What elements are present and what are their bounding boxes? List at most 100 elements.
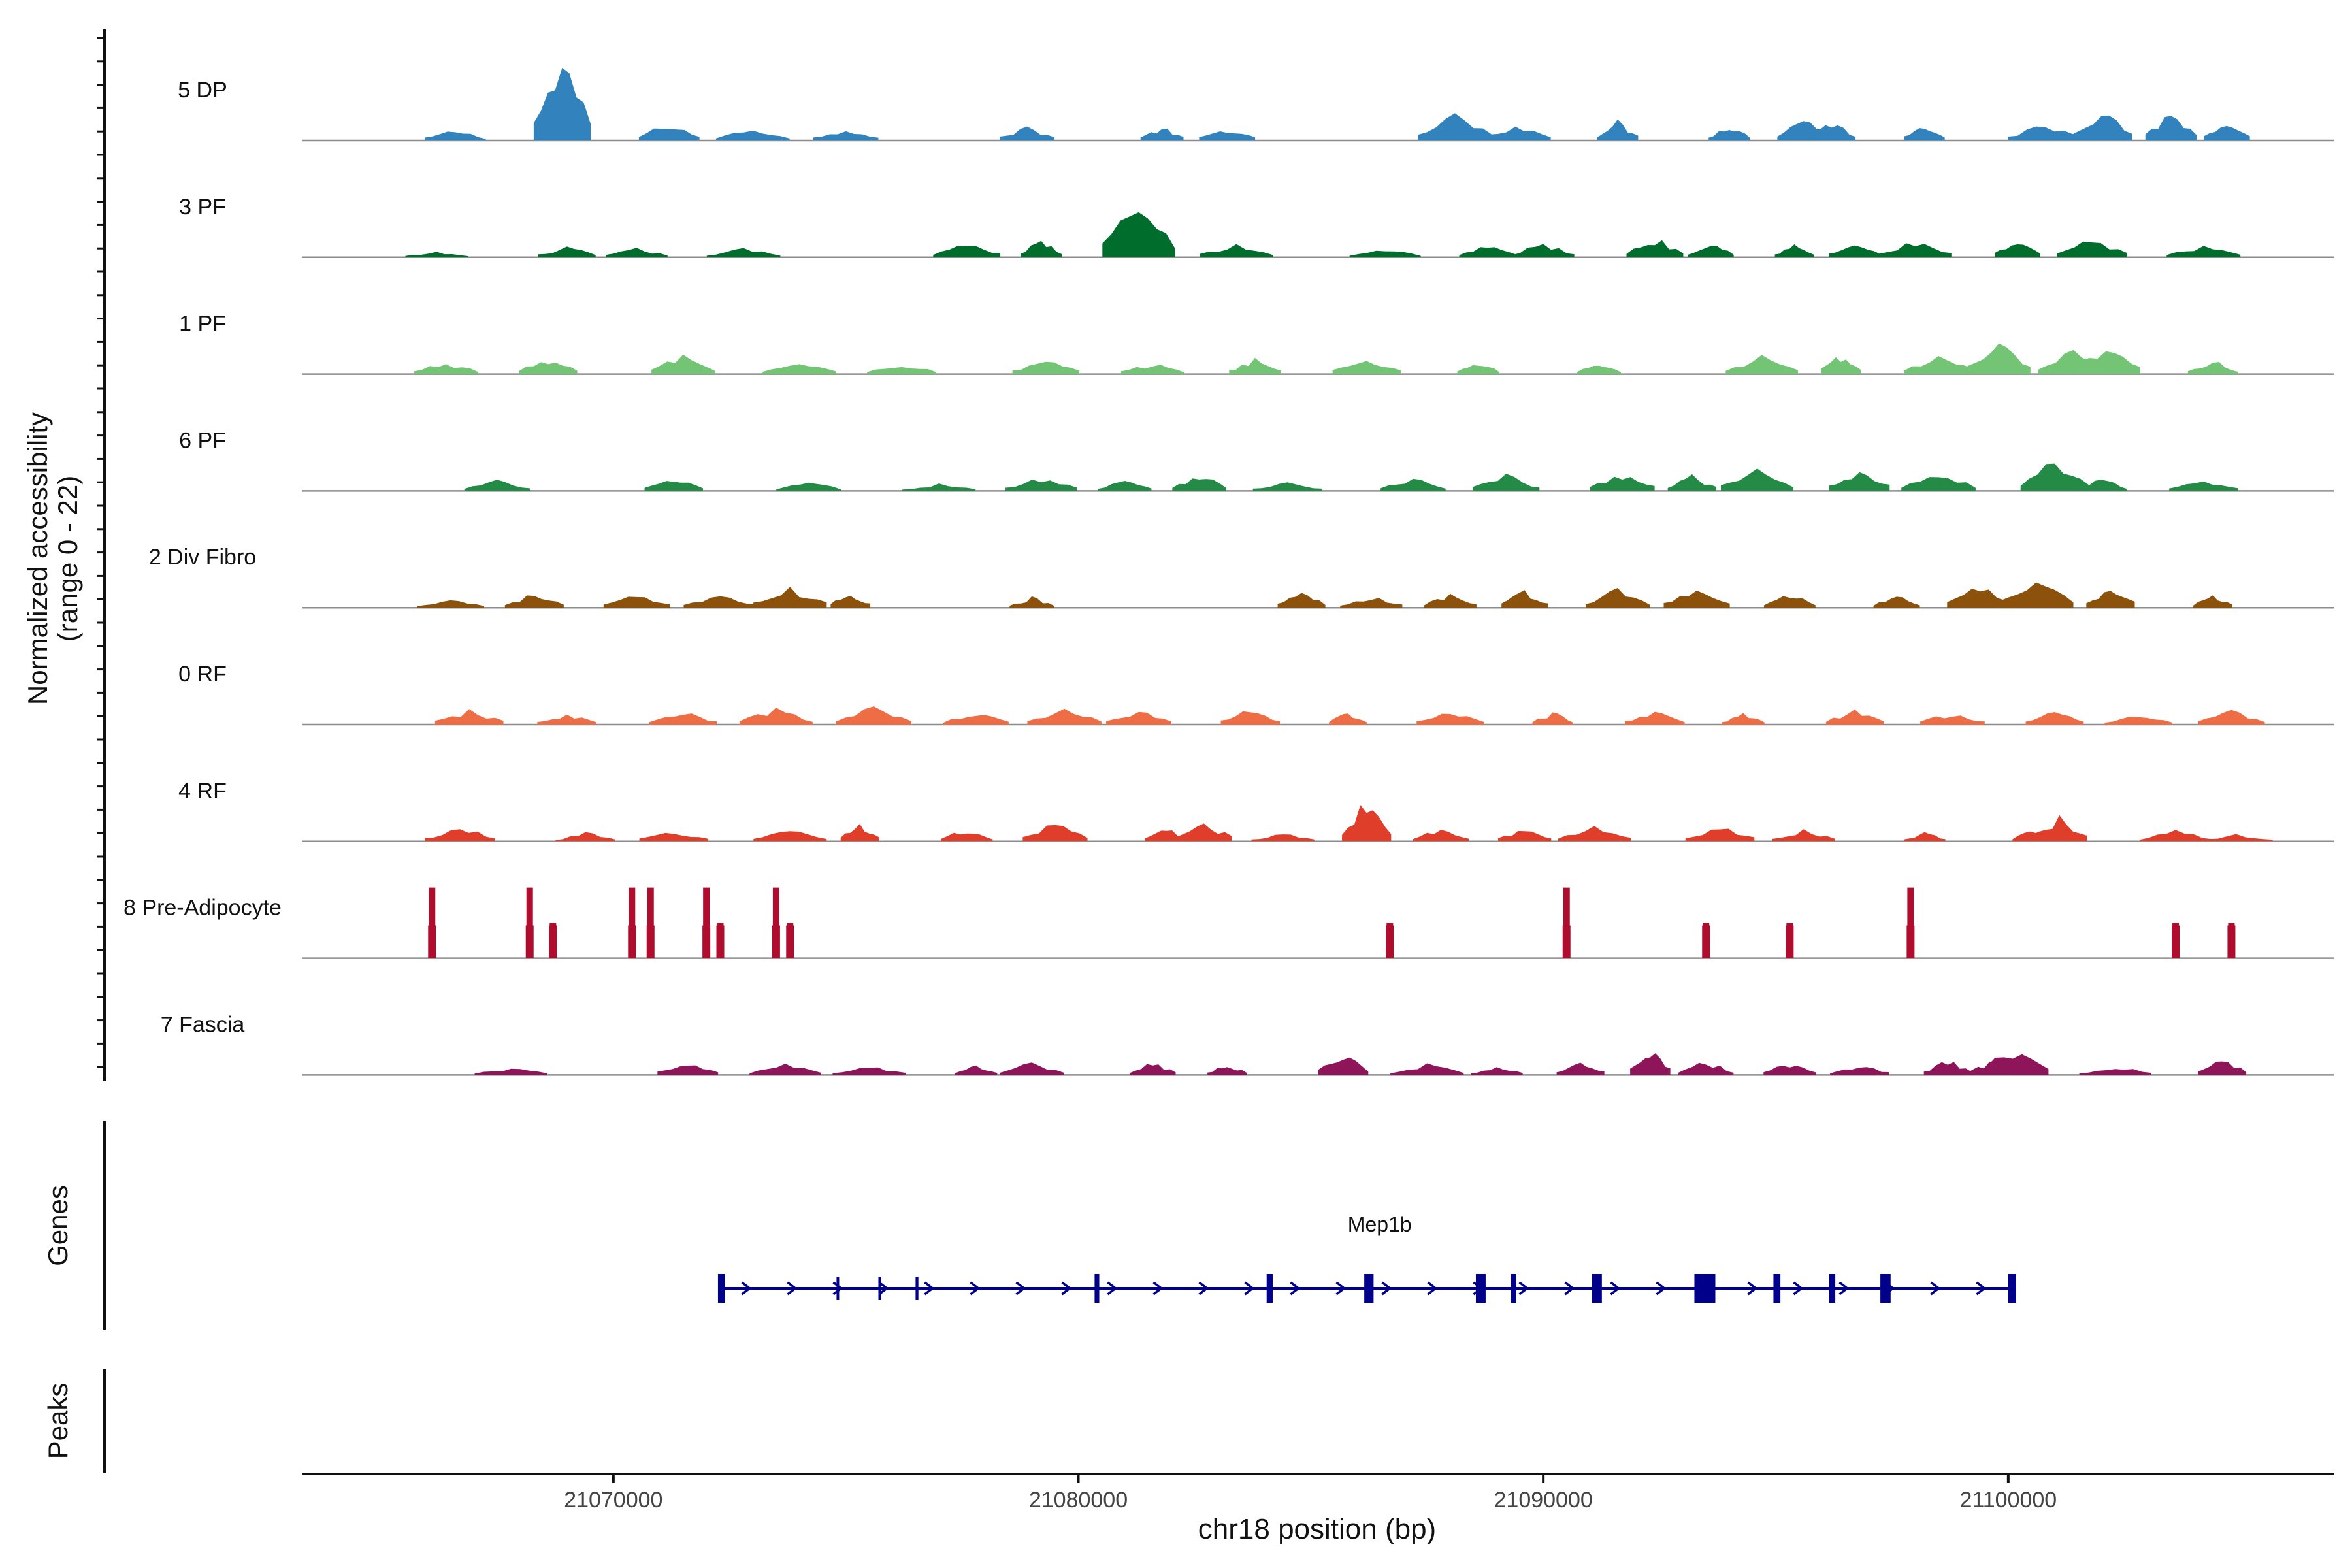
x-axis-title: chr18 position (bp): [1198, 1513, 1436, 1545]
gene-exon: [1773, 1274, 1781, 1303]
coverage-peak: [1772, 829, 1835, 841]
coverage-peak: [1873, 596, 1920, 608]
track-label: 7 Fascia: [161, 1012, 245, 1037]
coverage-peak: [537, 714, 596, 725]
coverage-peak: [1175, 823, 1232, 841]
strand-arrow: [878, 1281, 889, 1296]
coverage-peak: [1678, 1062, 1734, 1075]
coverage-peak: [1532, 712, 1573, 725]
coverage-peak: [504, 595, 564, 608]
strand-arrow: [1061, 1281, 1072, 1296]
coverage-peak: [715, 130, 790, 140]
coverage-peak: [1708, 130, 1750, 140]
coverage-peak: [1577, 365, 1621, 374]
coverage-peak: [1722, 713, 1765, 725]
strand-arrow: [1610, 1281, 1621, 1296]
coverage-peak: [703, 887, 710, 958]
strand-arrow: [1564, 1281, 1575, 1296]
coverage-peak: [2199, 834, 2273, 841]
track-label: 2 Div Fibro: [149, 545, 256, 570]
coverage-peak: [1172, 478, 1226, 491]
coverage-peak: [1022, 825, 1088, 841]
coverage-peak: [1556, 1062, 1605, 1075]
coverage-peak: [2072, 351, 2140, 374]
coverage-peak-base: [702, 925, 711, 958]
coverage-peak: [776, 482, 841, 491]
coverage-peak: [1480, 126, 1551, 140]
coverage-peak: [1098, 481, 1152, 491]
coverage-peak: [1424, 593, 1477, 608]
coverage-peak: [555, 832, 615, 841]
coverage-peak: [943, 715, 1009, 725]
coverage-peak: [2020, 463, 2089, 491]
strand-arrow: [1290, 1281, 1301, 1296]
peaks-panel-label: Peaks: [42, 1383, 73, 1460]
coverage-peak: [2079, 1069, 2151, 1075]
coverage-peak: [1630, 1053, 1671, 1075]
coverage-peak-base: [786, 925, 794, 958]
coverage-peak: [1413, 830, 1469, 841]
coverage-peak: [1829, 245, 1881, 257]
gene-exon: [1592, 1274, 1602, 1303]
strand-arrow: [1427, 1281, 1438, 1296]
strand-arrow: [1656, 1281, 1667, 1296]
track-label: 6 PF: [179, 428, 226, 453]
coverage-peak: [1967, 343, 2031, 374]
coverage-peak: [683, 596, 757, 608]
coverage-peak: [1725, 355, 1798, 374]
coverage-peak: [2057, 241, 2127, 257]
coverage-peak: [2086, 591, 2135, 608]
coverage-peak: [1879, 243, 1952, 257]
gene-exon: [2008, 1274, 2016, 1303]
coverage-peak: [1329, 713, 1367, 725]
coverage-peak: [753, 831, 827, 841]
coverage-peak: [651, 354, 715, 374]
coverage-peak-base: [1906, 925, 1915, 958]
coverage-peak: [1120, 365, 1184, 374]
coverage-peak: [1416, 713, 1484, 725]
gene-exon: [915, 1277, 919, 1300]
coverage-peak: [417, 600, 484, 608]
coverage-peak: [533, 67, 591, 140]
coverage-peak: [464, 480, 530, 491]
coverage-peak-base: [428, 925, 436, 958]
gene-track: Mep1b: [717, 1213, 2016, 1303]
track-label: 8 Pre-Adipocyte: [123, 896, 282, 921]
coverage-peak: [603, 596, 670, 608]
x-tick-label: 21080000: [1029, 1488, 1128, 1512]
coverage-peak: [647, 887, 654, 958]
coverage-peak: [1626, 240, 1684, 257]
coverage-peak: [2169, 481, 2238, 491]
strand-arrow: [1244, 1281, 1255, 1296]
coverage-peak: [474, 1068, 547, 1075]
strand-arrow: [1015, 1281, 1026, 1296]
coverage-peak: [1995, 244, 2040, 257]
coverage-peak: [2145, 116, 2197, 140]
coverage-peak: [1558, 826, 1631, 841]
coverage-peak: [1229, 357, 1281, 374]
coverage-peak: [1349, 250, 1421, 257]
coverage-peak: [2031, 815, 2087, 841]
coverage-peak: [1102, 212, 1175, 257]
coverage-peak-base: [1786, 925, 1794, 958]
strand-arrow: [1930, 1281, 1941, 1296]
coverage-peak-base: [2227, 925, 2236, 958]
strand-arrow: [1976, 1281, 1987, 1296]
coverage-peak: [1907, 887, 1914, 958]
strand-arrow: [1838, 1281, 1850, 1296]
coverage-peak: [1251, 834, 1315, 841]
coverage-peak: [2204, 125, 2250, 140]
coverage-peak: [1563, 887, 1570, 958]
coverage-peak: [1318, 1057, 1369, 1075]
coverage-peak: [1220, 711, 1280, 725]
coverage-peak: [638, 128, 700, 140]
coverage-peak: [753, 587, 827, 608]
coverage-peak: [2070, 115, 2132, 140]
coverage-peak: [867, 367, 936, 374]
gene-exon: [1880, 1274, 1891, 1303]
coverage-peak: [1501, 590, 1548, 608]
coverage-peak: [1807, 125, 1856, 140]
coverage-peak: [1140, 128, 1184, 140]
coverage-peak: [1590, 476, 1655, 491]
strand-arrow: [1107, 1281, 1118, 1296]
